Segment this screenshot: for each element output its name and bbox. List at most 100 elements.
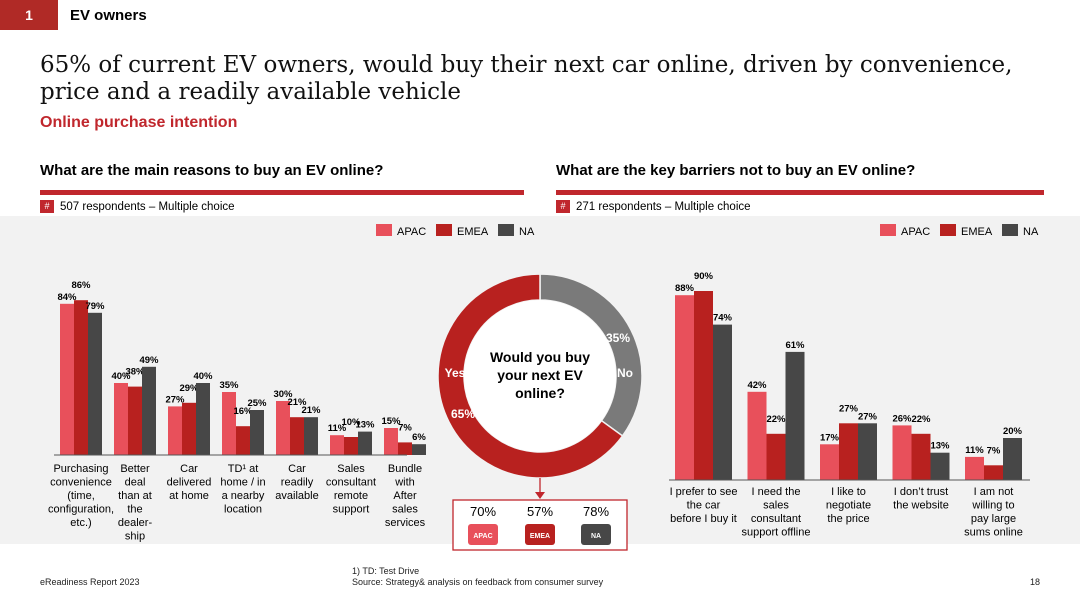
- legend-label-na: NA: [519, 226, 535, 238]
- footnote-source: Source: Strategy& analysis on feedback f…: [352, 577, 604, 587]
- category-label-3-line-1: home / in: [220, 477, 265, 489]
- data-label-apac-4: 11%: [965, 445, 984, 456]
- category-label-1-line-0: I need the: [752, 486, 801, 498]
- bar-na-0: [88, 312, 102, 455]
- data-label-emea-1: 22%: [766, 414, 786, 425]
- category-label-0-line-1: convenience: [50, 477, 112, 489]
- donut-hole: [464, 300, 616, 452]
- page-number: 18: [1030, 577, 1041, 587]
- bar-apac-5: [330, 435, 344, 455]
- footnote-td: 1) TD: Test Drive: [352, 566, 420, 576]
- bar-apac-3: [222, 392, 236, 455]
- category-label-0-line-0: I prefer to see: [670, 486, 738, 498]
- category-label-1-line-0: Better: [120, 463, 150, 475]
- category-label-4-line-0: Car: [288, 463, 306, 475]
- right-chart-title: What are the key barriers not to buy an …: [556, 162, 916, 179]
- legend-swatch-na: [498, 224, 514, 236]
- data-label-apac-0: 88%: [675, 283, 695, 294]
- category-label-3-line-0: TD¹ at: [228, 463, 259, 475]
- category-label-1-line-2: consultant: [751, 513, 801, 525]
- bar-apac-2: [168, 406, 182, 455]
- category-label-4-line-0: I am not: [974, 486, 1014, 498]
- region-breakdown: 70% 57% 78% APAC EMEA NA: [452, 478, 628, 551]
- category-label-3-line-0: I don’t trust: [894, 486, 948, 498]
- category-label-1-line-1: deal: [125, 477, 146, 489]
- data-label-na-3: 13%: [930, 441, 950, 452]
- bar-na-6: [412, 444, 426, 455]
- data-label-emea-2: 27%: [839, 403, 859, 414]
- bar-emea-5: [344, 437, 358, 455]
- bar-apac-3: [892, 425, 912, 480]
- category-label-0-line-3: configuration,: [48, 504, 114, 516]
- category-label-5-line-1: consultant: [326, 477, 376, 489]
- data-label-apac-3: 26%: [892, 413, 912, 424]
- legend-label-apac: APAC: [901, 226, 930, 238]
- legend-swatch-apac: [376, 224, 392, 236]
- category-label-2-line-0: I like to: [831, 486, 866, 498]
- bar-na-4: [1003, 438, 1022, 480]
- data-label-na-2: 27%: [858, 411, 878, 422]
- category-label-1-line-5: ship: [125, 531, 145, 543]
- region-value-na: 78%: [583, 504, 609, 519]
- bar-apac-0: [675, 295, 694, 480]
- bar-emea-6: [398, 442, 412, 455]
- data-label-na-0: 74%: [713, 313, 733, 324]
- category-label-5-line-2: remote: [334, 490, 368, 502]
- bar-emea-3: [911, 433, 931, 480]
- data-label-apac-6: 15%: [381, 416, 401, 427]
- category-label-0-line-4: etc.): [70, 517, 91, 529]
- category-label-6-line-1: with: [394, 477, 415, 489]
- category-label-3-line-1: the website: [893, 500, 949, 512]
- bar-emea-1: [766, 433, 786, 480]
- data-label-na-4: 21%: [301, 405, 321, 416]
- section-tag: [0, 0, 58, 30]
- region-badge-label-na: NA: [591, 533, 601, 540]
- data-label-na-0: 79%: [85, 301, 105, 312]
- left-title-rule: [40, 190, 524, 195]
- category-label-1-line-3: the: [127, 504, 142, 516]
- right-respondents-text: 271 respondents – Multiple choice: [576, 200, 751, 213]
- legend-label-apac: APAC: [397, 226, 426, 238]
- bar-emea-4: [290, 417, 304, 455]
- category-label-0-line-2: before I buy it: [670, 513, 737, 525]
- region-value-apac: 70%: [470, 504, 496, 519]
- legend-swatch-na: [1002, 224, 1018, 236]
- category-label-6-line-0: Bundle: [388, 463, 422, 475]
- section-number: 1: [25, 7, 33, 23]
- data-label-apac-3: 35%: [219, 380, 239, 391]
- category-label-1-line-1: sales: [763, 500, 789, 512]
- data-label-na-3: 25%: [247, 398, 267, 409]
- bar-emea-4: [984, 465, 1003, 480]
- data-label-apac-5: 11%: [328, 423, 347, 434]
- donut-yes-label: Yes: [445, 366, 466, 380]
- left-respondents-text: 507 respondents – Multiple choice: [60, 200, 235, 213]
- data-label-na-5: 13%: [355, 420, 375, 431]
- data-label-emea-1: 38%: [125, 367, 145, 378]
- category-label-2-line-2: at home: [169, 490, 209, 502]
- legend-label-emea: EMEA: [457, 226, 489, 238]
- bar-na-2: [858, 423, 877, 480]
- data-label-emea-3: 16%: [233, 406, 253, 417]
- donut-question-line-2: your next EV: [497, 367, 583, 383]
- category-label-2-line-1: delivered: [167, 477, 212, 489]
- data-label-emea-4: 7%: [987, 445, 1001, 456]
- page-title: 65% of current EV owners, would buy thei…: [40, 52, 1013, 105]
- data-label-apac-2: 27%: [165, 394, 185, 405]
- bar-na-5: [358, 431, 372, 455]
- left-chart-title: What are the main reasons to buy an EV o…: [40, 162, 384, 179]
- bar-na-1: [785, 351, 805, 480]
- bar-apac-6: [384, 428, 398, 455]
- legend-label-na: NA: [1023, 226, 1039, 238]
- bar-emea-1: [128, 386, 142, 455]
- left-legend: APAC EMEA NA: [376, 224, 535, 238]
- data-label-na-1: 49%: [139, 355, 159, 366]
- data-label-apac-0: 84%: [57, 292, 77, 303]
- bar-apac-0: [60, 303, 74, 455]
- category-label-5-line-0: Sales: [337, 463, 365, 475]
- category-label-2-line-2: the price: [827, 513, 869, 525]
- category-label-3-line-3: location: [224, 504, 262, 516]
- category-label-6-line-2: After: [393, 490, 417, 502]
- data-label-emea-5: 10%: [341, 417, 361, 428]
- footnote: 1) TD: Test Drive Source: Strategy& anal…: [352, 566, 603, 588]
